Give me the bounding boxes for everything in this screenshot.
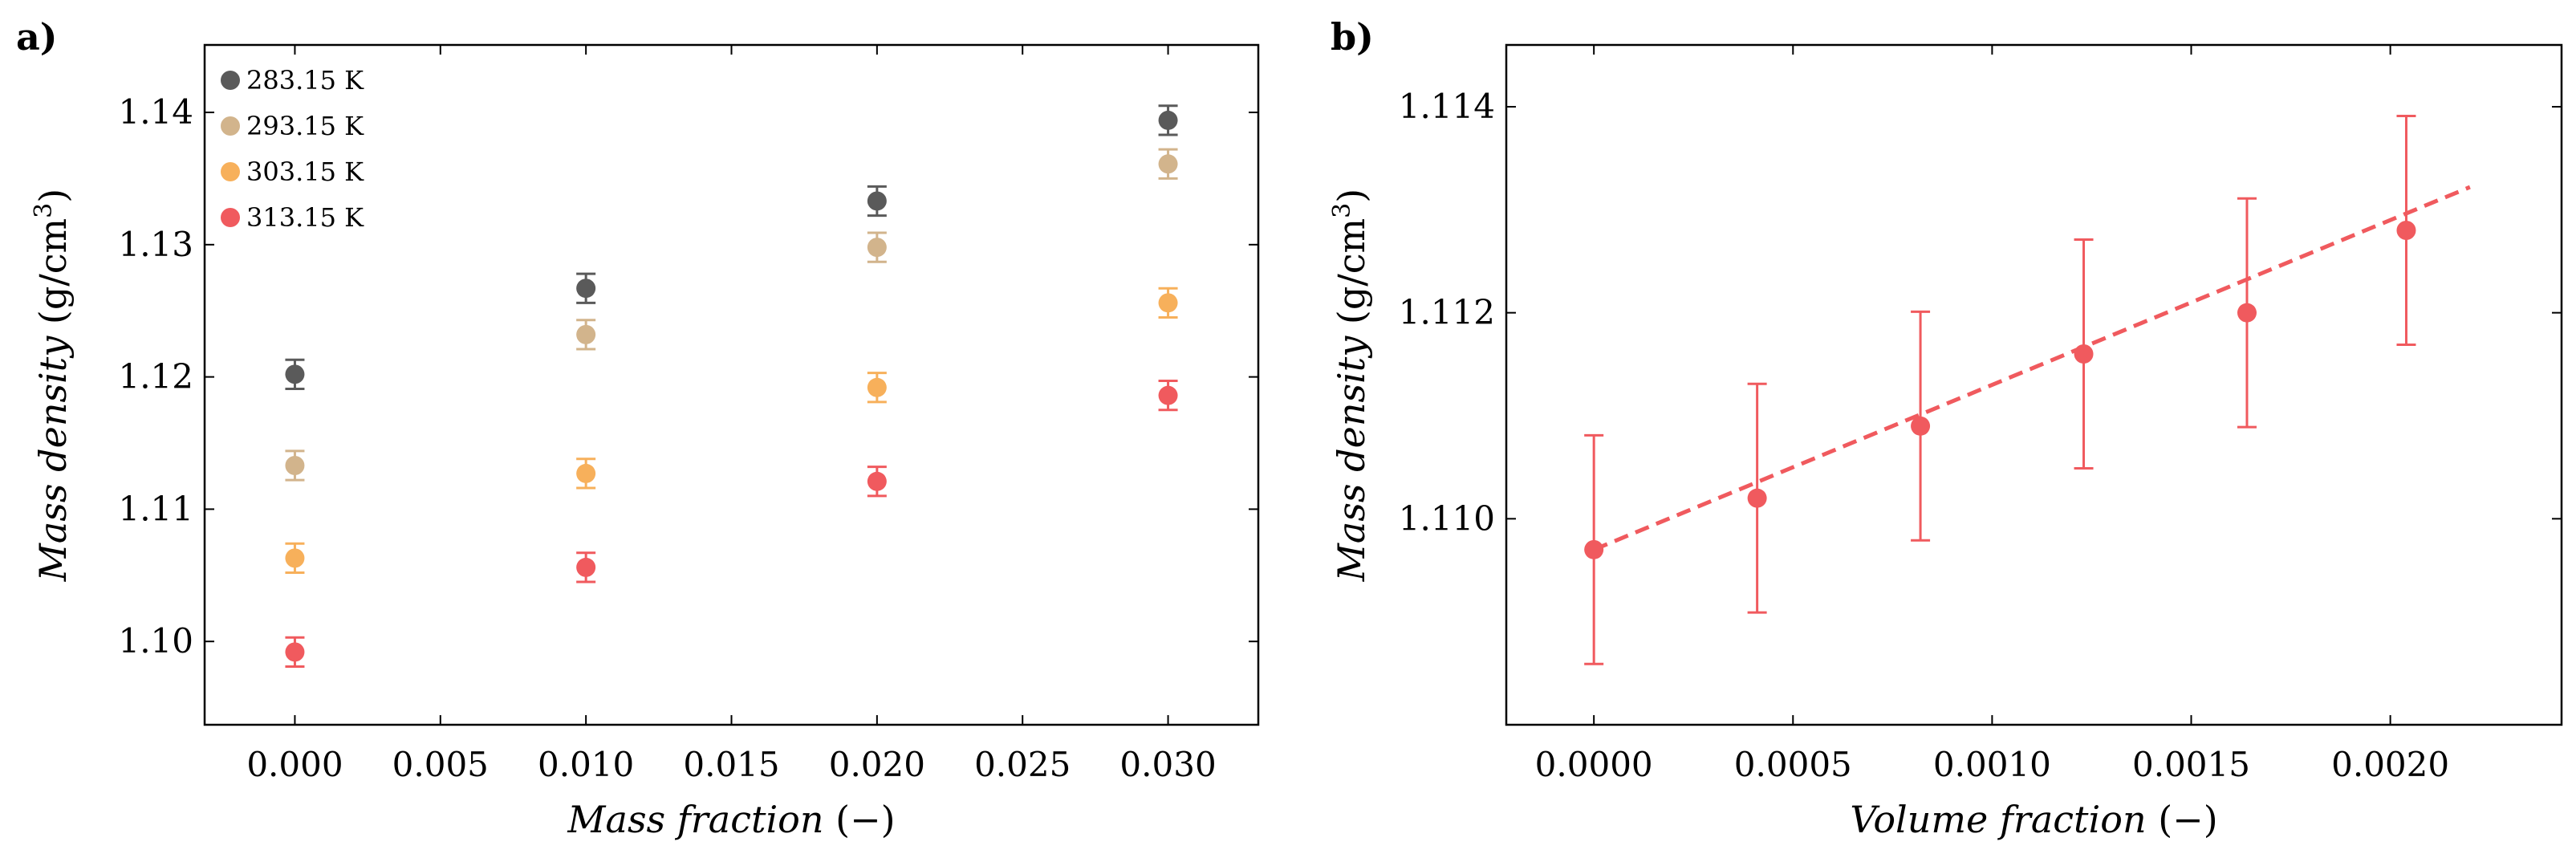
- data-point: [576, 279, 596, 299]
- series-313-15-k: [1584, 115, 2416, 665]
- series-303-15-k: [285, 287, 1178, 574]
- data-point: [1158, 293, 1178, 313]
- x-tick-label: 0.0010: [1933, 745, 2051, 784]
- x-tick-label: 0.0015: [2132, 745, 2250, 784]
- x-axis-label: Volume fraction (−): [1850, 798, 2217, 841]
- series-313-15-k: [285, 380, 1178, 668]
- legend-marker: [221, 71, 240, 90]
- legend-marker: [221, 116, 240, 136]
- y-tick-label: 1.114: [1399, 87, 1495, 126]
- data-point: [867, 377, 887, 397]
- x-tick-label: 0.030: [1119, 745, 1216, 784]
- y-tick-label: 1.13: [118, 225, 193, 264]
- x-tick-label: 0.010: [538, 745, 634, 784]
- data-point: [867, 471, 887, 491]
- x-tick-label: 0.025: [974, 745, 1071, 784]
- panel-label: b): [1331, 15, 1374, 59]
- data-point: [1584, 539, 1604, 559]
- y-axis-label: Mass density (g/cm3): [30, 189, 75, 582]
- data-point: [2396, 221, 2416, 240]
- data-point: [285, 548, 305, 568]
- legend-marker: [221, 208, 240, 227]
- x-tick-label: 0.0000: [1535, 745, 1653, 784]
- x-tick-label: 0.005: [392, 745, 489, 784]
- data-point: [285, 642, 305, 662]
- x-tick-label: 0.015: [683, 745, 779, 784]
- panel-b: b) 0.0000 0.0005 0.0010 0.0015 0.0020 1.110 1.1…: [1331, 15, 2563, 784]
- legend-entry: 283.15 K: [246, 65, 364, 96]
- x-tick-label: 0.0005: [1734, 745, 1852, 784]
- x-axis-label: Mass fraction (−): [567, 798, 895, 841]
- y-tick-label: 1.11: [118, 489, 193, 528]
- x-tick-label: 0.020: [829, 745, 925, 784]
- y-tick-label: 1.14: [118, 92, 193, 132]
- y-tick-label: 1.112: [1399, 293, 1495, 332]
- data-point: [576, 463, 596, 483]
- data-point: [576, 557, 596, 577]
- y-tick-label: 1.110: [1399, 498, 1495, 538]
- data-point: [867, 238, 887, 258]
- panel-a: a) 0.000 0.005 0.010 0.015 0.020 0.025 0.030 1.1…: [16, 15, 1260, 784]
- x-tick-label: 0.0020: [2331, 745, 2449, 784]
- plot-frame: [1505, 43, 2563, 726]
- data-point: [2074, 344, 2094, 364]
- legend-marker: [221, 162, 240, 181]
- y-axis-label: Mass density (g/cm3): [1328, 189, 1373, 582]
- data-point: [285, 456, 305, 476]
- legend-entry: 293.15 K: [246, 111, 364, 141]
- plot-frame: [203, 43, 1260, 726]
- data-point: [2237, 303, 2257, 323]
- data-point: [576, 324, 596, 344]
- legend-entry: 313.15 K: [246, 202, 364, 233]
- series-283-15-k: [285, 104, 1178, 390]
- data-point: [1911, 416, 1931, 436]
- x-tick-label: 0.000: [246, 745, 343, 784]
- fit-line: [1593, 185, 2471, 552]
- data-point: [1747, 488, 1767, 508]
- y-tick-label: 1.12: [118, 357, 193, 396]
- data-point: [867, 191, 887, 211]
- data-point: [1158, 385, 1178, 405]
- data-point: [1158, 154, 1178, 174]
- y-tick-label: 1.10: [118, 621, 193, 661]
- data-point: [285, 364, 305, 384]
- panel-label: a): [16, 15, 58, 59]
- legend-entry: 303.15 K: [246, 157, 364, 187]
- data-point: [1158, 110, 1178, 130]
- series-293-15-k: [285, 148, 1178, 482]
